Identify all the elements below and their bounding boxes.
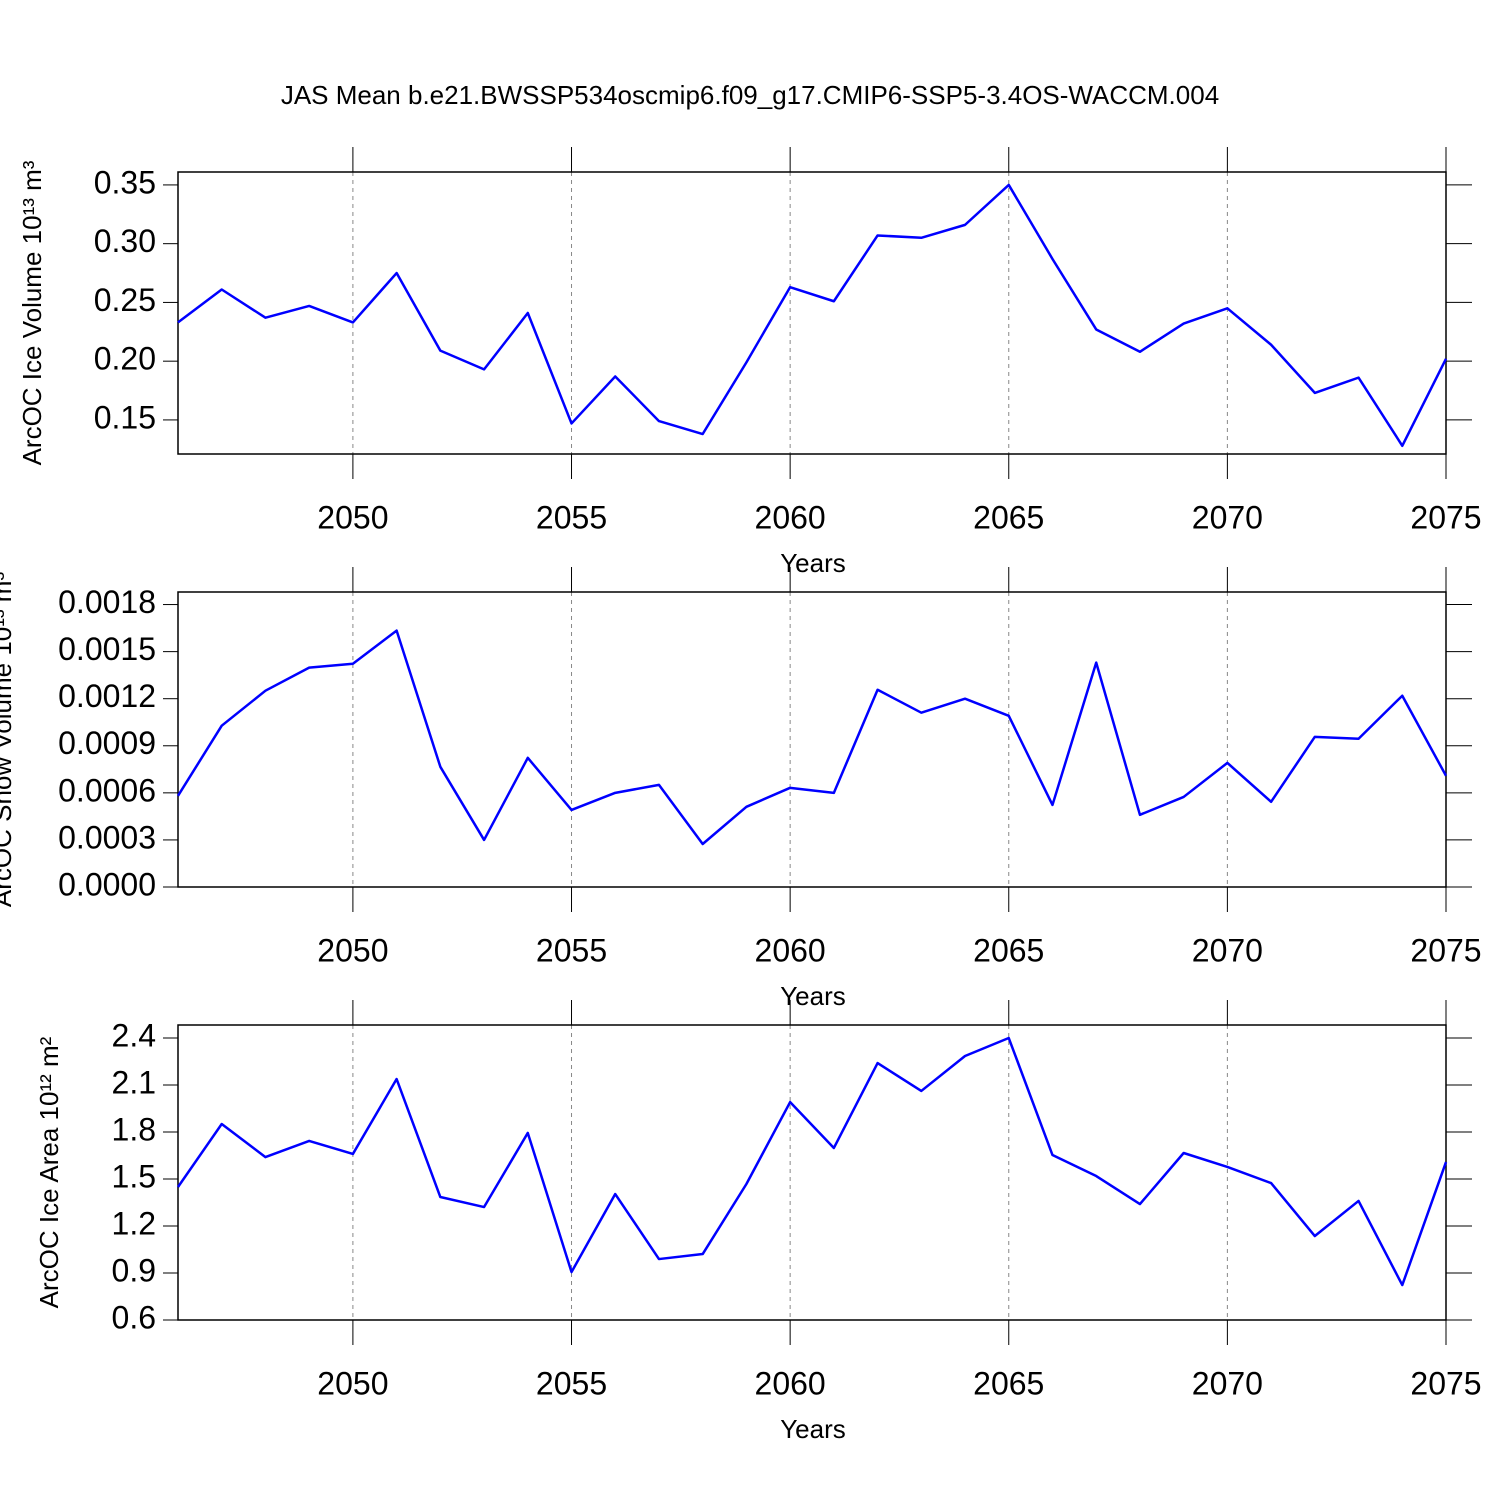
x-axis-label: Years	[780, 1414, 846, 1444]
y-axis-label: ArcOC Ice Volume 10¹³ m³	[17, 160, 47, 465]
data-line	[176, 1036, 1448, 1287]
y-tick-label: 0.0015	[58, 631, 156, 667]
y-tick-label: 0.35	[94, 164, 156, 200]
y-tick-label: 0.0003	[58, 819, 156, 855]
data-line	[177, 183, 1448, 448]
x-tick-label: 2070	[1192, 1365, 1263, 1401]
y-tick-label: 0.30	[94, 223, 156, 259]
y-tick-label: 1.8	[112, 1111, 156, 1147]
y-tick-label: 0.0012	[58, 678, 156, 714]
y-tick-label: 1.2	[112, 1205, 156, 1241]
y-tick-label: 2.4	[112, 1017, 156, 1053]
y-tick-label: 0.0018	[58, 584, 156, 620]
y-tick-label: 0.9	[112, 1252, 156, 1288]
x-tick-label: 2055	[536, 932, 607, 968]
plot-frame	[177, 171, 1447, 455]
y-tick-label: 1.5	[112, 1158, 156, 1194]
x-tick-label: 2060	[755, 1365, 826, 1401]
x-tick-label: 2070	[1192, 499, 1263, 535]
y-tick-label: 0.0000	[58, 866, 156, 902]
y-tick-label: 0.25	[94, 282, 156, 318]
x-tick-label: 2050	[317, 1365, 388, 1401]
y-axis-label: ArcOC Snow Volume 10¹³ m³	[0, 572, 17, 908]
plot-frame	[177, 1024, 1447, 1321]
x-tick-label: 2055	[536, 1365, 607, 1401]
x-tick-label: 2055	[536, 499, 607, 535]
y-axis-label: ArcOC Ice Area 10¹² m²	[34, 1036, 64, 1308]
x-tick-label: 2075	[1410, 1365, 1481, 1401]
x-tick-label: 2060	[755, 499, 826, 535]
x-tick-label: 2050	[317, 932, 388, 968]
data-line	[176, 629, 1448, 846]
x-tick-label: 2070	[1192, 932, 1263, 968]
x-tick-label: 2065	[973, 932, 1044, 968]
x-tick-label: 2065	[973, 499, 1044, 535]
y-tick-label: 2.1	[112, 1064, 156, 1100]
plot-frame	[177, 591, 1447, 888]
y-tick-label: 0.15	[94, 399, 156, 435]
x-axis-label: Years	[780, 548, 846, 578]
x-tick-label: 2060	[755, 932, 826, 968]
y-tick-label: 0.6	[112, 1299, 156, 1335]
y-tick-label: 0.0006	[58, 772, 156, 808]
x-tick-label: 2075	[1410, 499, 1481, 535]
x-tick-label: 2075	[1410, 932, 1481, 968]
x-tick-label: 2065	[973, 1365, 1044, 1401]
figure-title: JAS Mean b.e21.BWSSP534oscmip6.f09_g17.C…	[281, 80, 1219, 110]
x-tick-label: 2050	[317, 499, 388, 535]
y-tick-label: 0.20	[94, 341, 156, 377]
x-axis-label: Years	[780, 981, 846, 1011]
y-tick-label: 0.0009	[58, 725, 156, 761]
